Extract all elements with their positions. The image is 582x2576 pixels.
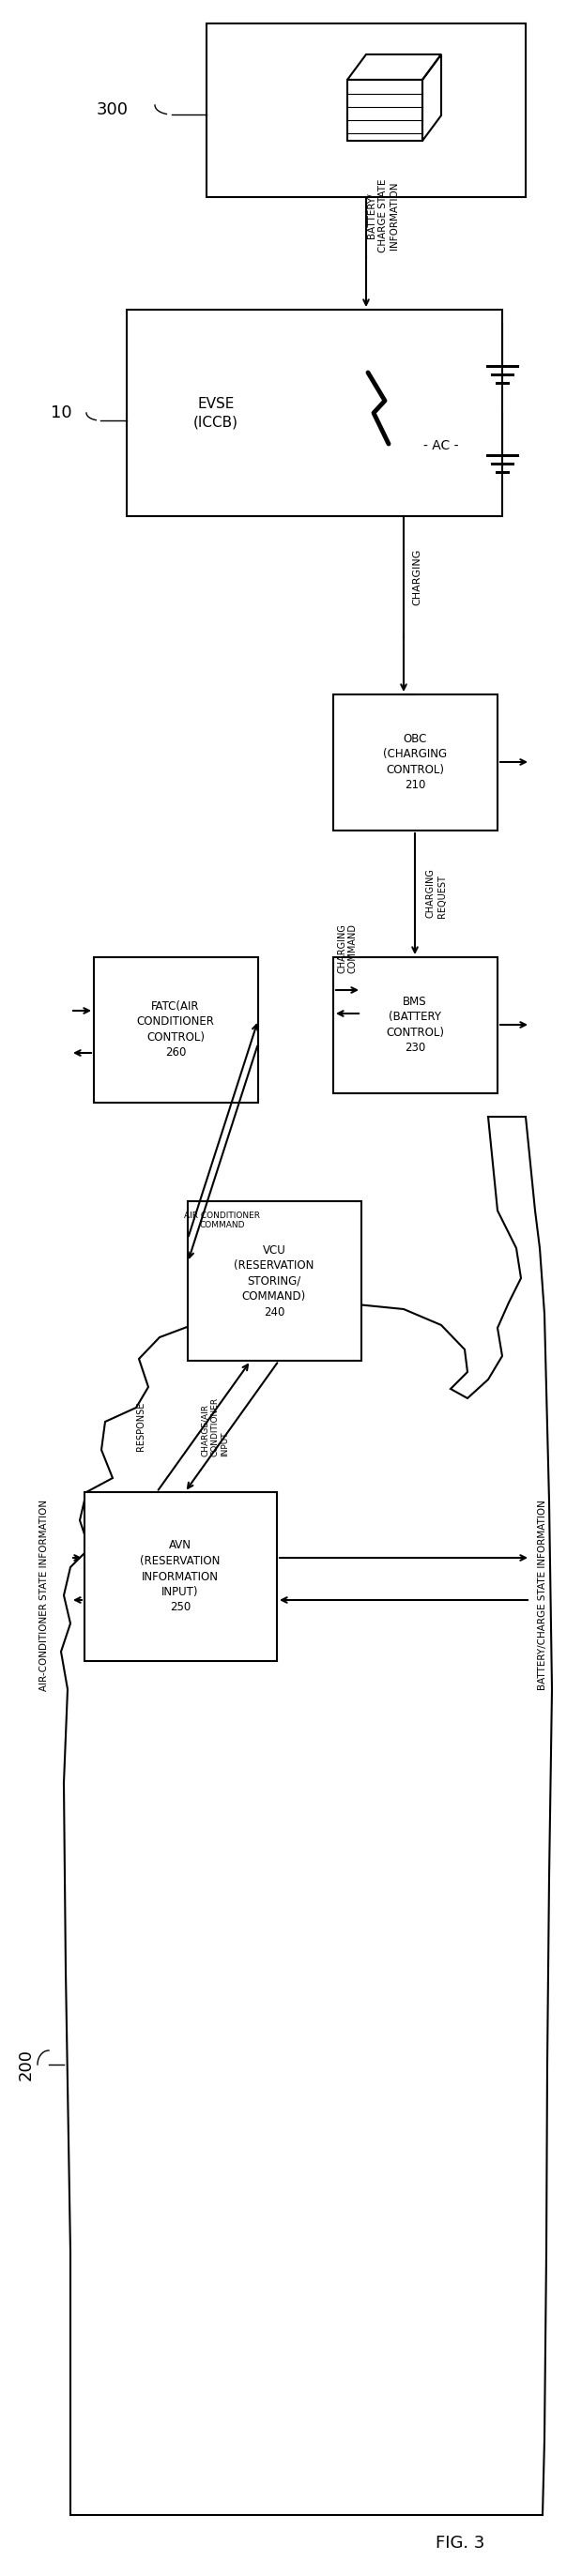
Text: BATTERY/CHARGE STATE INFORMATION: BATTERY/CHARGE STATE INFORMATION: [538, 1499, 547, 1690]
Bar: [84, 1492, 277, 1662]
Text: - AC -: - AC -: [424, 438, 459, 453]
Bar: [127, 309, 502, 515]
Text: 200: 200: [18, 2048, 35, 2081]
Text: CHARGING
REQUEST: CHARGING REQUEST: [426, 868, 446, 917]
Text: AIR-CONDITIONER STATE INFORMATION: AIR-CONDITIONER STATE INFORMATION: [40, 1499, 49, 1690]
Text: BMS
(BATTERY
CONTROL)
230: BMS (BATTERY CONTROL) 230: [386, 994, 444, 1054]
Bar: [333, 696, 498, 829]
Bar: [207, 23, 526, 198]
Polygon shape: [61, 1118, 552, 2514]
Text: 10: 10: [51, 404, 72, 422]
Text: FATC(AIR
CONDITIONER
CONTROL)
260: FATC(AIR CONDITIONER CONTROL) 260: [137, 999, 214, 1059]
Bar: [94, 958, 258, 1103]
Bar: [333, 958, 498, 1092]
Text: FIG. 3: FIG. 3: [435, 2535, 485, 2553]
Bar: [188, 1200, 361, 1360]
Text: AIR CONDITIONER
COMMAND: AIR CONDITIONER COMMAND: [184, 1211, 261, 1229]
Text: CHARGE/AIR
CONDITIONER
INPUT: CHARGE/AIR CONDITIONER INPUT: [201, 1396, 229, 1455]
Text: 300: 300: [97, 100, 129, 118]
Text: CHARGING
COMMAND: CHARGING COMMAND: [337, 922, 357, 974]
Text: CHARGING: CHARGING: [412, 549, 421, 605]
Text: AVN
(RESERVATION
INFORMATION
INPUT)
250: AVN (RESERVATION INFORMATION INPUT) 250: [140, 1540, 221, 1613]
Text: BATTERY/
CHARGE STATE
INFORMATION: BATTERY/ CHARGE STATE INFORMATION: [367, 178, 399, 252]
Text: VCU
(RESERVATION
STORING/
COMMAND)
240: VCU (RESERVATION STORING/ COMMAND) 240: [234, 1244, 314, 1319]
Text: EVSE
(ICCB): EVSE (ICCB): [193, 397, 239, 430]
Text: RESPONSE: RESPONSE: [136, 1401, 146, 1450]
Text: OBC
(CHARGING
CONTROL)
210: OBC (CHARGING CONTROL) 210: [383, 732, 447, 791]
